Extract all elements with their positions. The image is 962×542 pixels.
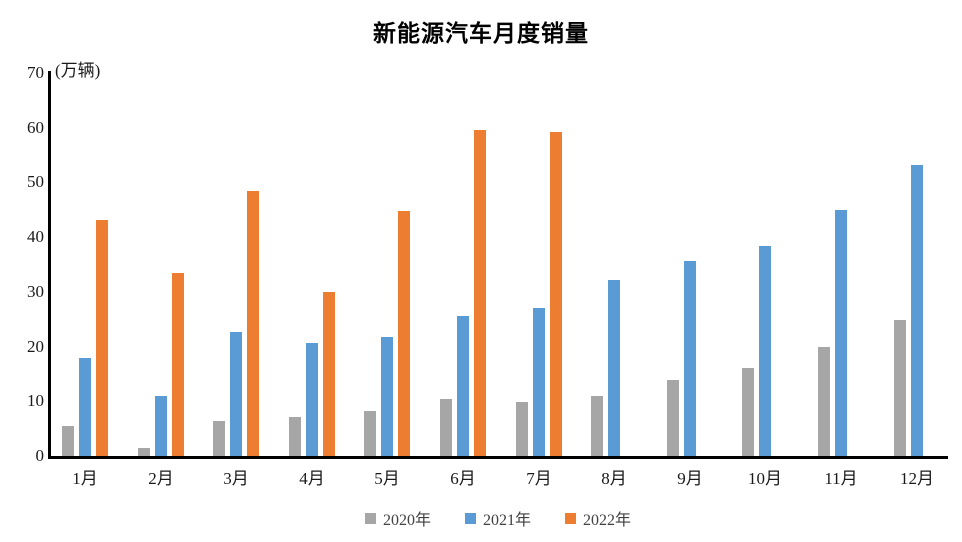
y-tick-label: 30 — [27, 281, 44, 301]
bar-2021年-6月 — [457, 316, 469, 456]
bar-2021年-1月 — [79, 358, 91, 456]
bar-2020年-5月 — [364, 411, 376, 456]
legend-item-2020年: 2020年 — [364, 506, 431, 530]
y-tick-label: 60 — [27, 117, 44, 137]
bar-2020年-6月 — [440, 399, 452, 456]
x-axis-label-2月: 2月 — [148, 469, 174, 488]
legend-swatch-icon — [565, 512, 576, 524]
x-axis-label-11月: 11月 — [824, 469, 858, 488]
x-axis-label-4月: 4月 — [299, 469, 325, 488]
x-axis-line — [48, 456, 948, 459]
bar-2020年-2月 — [138, 448, 150, 456]
bar-2021年-3月 — [230, 332, 242, 456]
y-tick-label: 50 — [27, 172, 44, 192]
bar-2021年-12月 — [911, 165, 923, 456]
bar-2021年-8月 — [608, 280, 620, 456]
bar-2020年-10月 — [742, 368, 754, 456]
bar-2022年-6月 — [474, 130, 486, 456]
legend-label: 2020年 — [382, 512, 431, 529]
chart-title: 新能源汽车月度销量 — [373, 21, 589, 46]
bar-2021年-2月 — [155, 396, 167, 456]
bar-2021年-7月 — [533, 308, 545, 456]
bar-2020年-4月 — [289, 417, 301, 456]
bar-2022年-5月 — [398, 211, 410, 456]
x-axis-label-12月: 12月 — [900, 469, 934, 488]
legend-swatch-icon — [464, 512, 476, 524]
bar-2022年-3月 — [247, 191, 259, 456]
legend-item-2022年: 2022年 — [565, 506, 631, 530]
bar-2021年-5月 — [381, 337, 393, 456]
x-axis-label-1月: 1月 — [72, 469, 98, 488]
x-axis-label-7月: 7月 — [526, 469, 552, 488]
bar-2021年-9月 — [684, 261, 696, 456]
y-tick-label: 20 — [27, 336, 44, 356]
bar-2020年-8月 — [591, 396, 603, 456]
x-axis-label-10月: 10月 — [748, 469, 782, 488]
y-axis-line — [48, 71, 51, 459]
x-axis-label-8月: 8月 — [601, 469, 627, 488]
y-tick-label: 10 — [27, 391, 44, 411]
y-tick-label: 40 — [27, 227, 44, 247]
bar-2022年-1月 — [96, 220, 108, 456]
x-axis-label-6月: 6月 — [450, 469, 476, 488]
bar-2020年-3月 — [213, 421, 225, 456]
y-tick-label: 70 — [27, 63, 44, 82]
bar-2020年-7月 — [516, 402, 528, 456]
bar-2022年-7月 — [550, 132, 562, 456]
bar-2022年-2月 — [172, 273, 184, 456]
x-axis-label-9月: 9月 — [677, 469, 703, 488]
legend: 2020年 2021年 2022年 — [48, 506, 948, 530]
bar-2021年-11月 — [835, 210, 847, 456]
legend-label: 2022年 — [583, 512, 632, 529]
bar-2020年-11月 — [818, 347, 830, 456]
bar-2020年-1月 — [62, 426, 74, 456]
bar-2020年-9月 — [667, 380, 679, 456]
bar-2021年-10月 — [759, 246, 771, 456]
legend-item-2021年: 2021年 — [464, 506, 531, 530]
legend-label: 2021年 — [482, 512, 531, 529]
legend-swatch-icon — [364, 512, 376, 524]
y-tick-label: 0 — [35, 446, 45, 465]
bar-2022年-4月 — [323, 292, 335, 456]
bar-2021年-4月 — [306, 343, 318, 456]
y-axis-unit-label: (万辆) — [55, 61, 101, 80]
x-axis-label-3月: 3月 — [223, 469, 249, 488]
bar-2020年-12月 — [894, 320, 906, 456]
x-axis-label-5月: 5月 — [374, 469, 400, 488]
